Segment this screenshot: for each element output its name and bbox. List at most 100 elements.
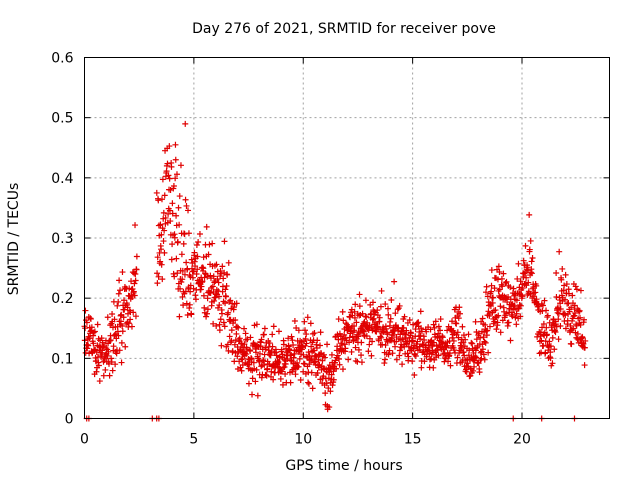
- data-point: [253, 349, 259, 356]
- data-point: [154, 280, 161, 287]
- data-point: [562, 296, 569, 303]
- data-point: [118, 359, 125, 366]
- data-point: [249, 391, 256, 398]
- data-point: [384, 331, 391, 338]
- data-point: [245, 380, 252, 387]
- data-point: [166, 175, 173, 182]
- data-point: [95, 359, 102, 366]
- data-point: [161, 227, 168, 234]
- data-point: [227, 297, 234, 304]
- data-point: [481, 356, 488, 363]
- data-point: [513, 321, 520, 328]
- data-point: [213, 261, 220, 268]
- data-point: [455, 334, 462, 341]
- data-point: [200, 292, 207, 299]
- data-point: [463, 368, 470, 375]
- data-point: [115, 290, 122, 297]
- data-point: [280, 341, 287, 348]
- data-point: [339, 366, 346, 373]
- data-point: [499, 283, 506, 290]
- data-point: [256, 350, 263, 357]
- data-point: [452, 320, 459, 327]
- data-point: [330, 376, 337, 383]
- data-point: [496, 268, 503, 275]
- data-point: [365, 348, 372, 355]
- data-point: [264, 365, 271, 372]
- data-point: [445, 358, 452, 365]
- x-tick-label: 0: [80, 432, 89, 448]
- data-point: [494, 319, 501, 326]
- data-point: [222, 286, 229, 293]
- data-point: [153, 189, 160, 196]
- data-point: [132, 313, 139, 320]
- data-point: [399, 336, 406, 343]
- data-point: [82, 307, 89, 314]
- data-point: [387, 318, 394, 325]
- data-point: [161, 249, 168, 256]
- data-point: [216, 321, 223, 328]
- data-point: [129, 285, 136, 292]
- x-tick-label: 15: [404, 432, 422, 448]
- data-point: [398, 341, 405, 348]
- data-point: [389, 350, 396, 357]
- data-point: [155, 197, 162, 204]
- data-point: [99, 349, 106, 356]
- data-point: [317, 342, 324, 349]
- data-point: [547, 355, 554, 362]
- data-point: [277, 375, 284, 382]
- y-tick-label: 0.2: [51, 291, 73, 307]
- data-point: [471, 363, 478, 370]
- data-point: [159, 276, 166, 283]
- data-point: [282, 361, 289, 367]
- data-point: [186, 301, 193, 308]
- data-point: [190, 268, 197, 275]
- data-point: [388, 297, 395, 304]
- data-point: [497, 303, 504, 310]
- data-point: [438, 339, 445, 346]
- data-point: [381, 356, 388, 363]
- data-point: [514, 275, 521, 282]
- data-point: [270, 376, 277, 383]
- data-point: [372, 319, 379, 326]
- data-point: [370, 315, 377, 322]
- data-point: [412, 353, 419, 360]
- data-point: [192, 296, 199, 303]
- data-point: [504, 322, 511, 329]
- data-point: [573, 322, 580, 329]
- data-point: [261, 361, 268, 368]
- data-point: [225, 309, 232, 316]
- data-point: [256, 358, 263, 365]
- data-point: [332, 357, 339, 364]
- data-point: [263, 372, 270, 379]
- data-point: [238, 367, 245, 374]
- data-point: [285, 335, 292, 342]
- data-point: [484, 327, 491, 334]
- data-point: [473, 354, 480, 361]
- data-point: [220, 319, 227, 326]
- x-tick-label: 20: [513, 432, 531, 448]
- data-point: [554, 309, 561, 316]
- data-point: [308, 369, 315, 376]
- data-point: [166, 143, 173, 150]
- data-point: [278, 346, 285, 353]
- data-point: [250, 359, 257, 366]
- data-point: [547, 343, 554, 350]
- data-point: [329, 382, 336, 389]
- data-point: [173, 171, 180, 178]
- x-axis-title: GPS time / hours: [285, 458, 402, 474]
- data-point: [478, 355, 485, 362]
- data-point: [459, 323, 466, 330]
- data-point: [121, 297, 128, 304]
- data-point: [547, 349, 554, 356]
- data-point: [130, 309, 137, 316]
- data-point: [376, 314, 383, 321]
- data-point: [88, 324, 95, 331]
- data-point: [216, 327, 223, 334]
- data-point: [303, 331, 310, 338]
- data-point: [171, 273, 178, 280]
- data-point: [158, 196, 165, 203]
- data-point: [111, 316, 118, 323]
- data-point: [384, 305, 391, 312]
- data-point: [352, 344, 359, 351]
- data-point: [409, 337, 416, 344]
